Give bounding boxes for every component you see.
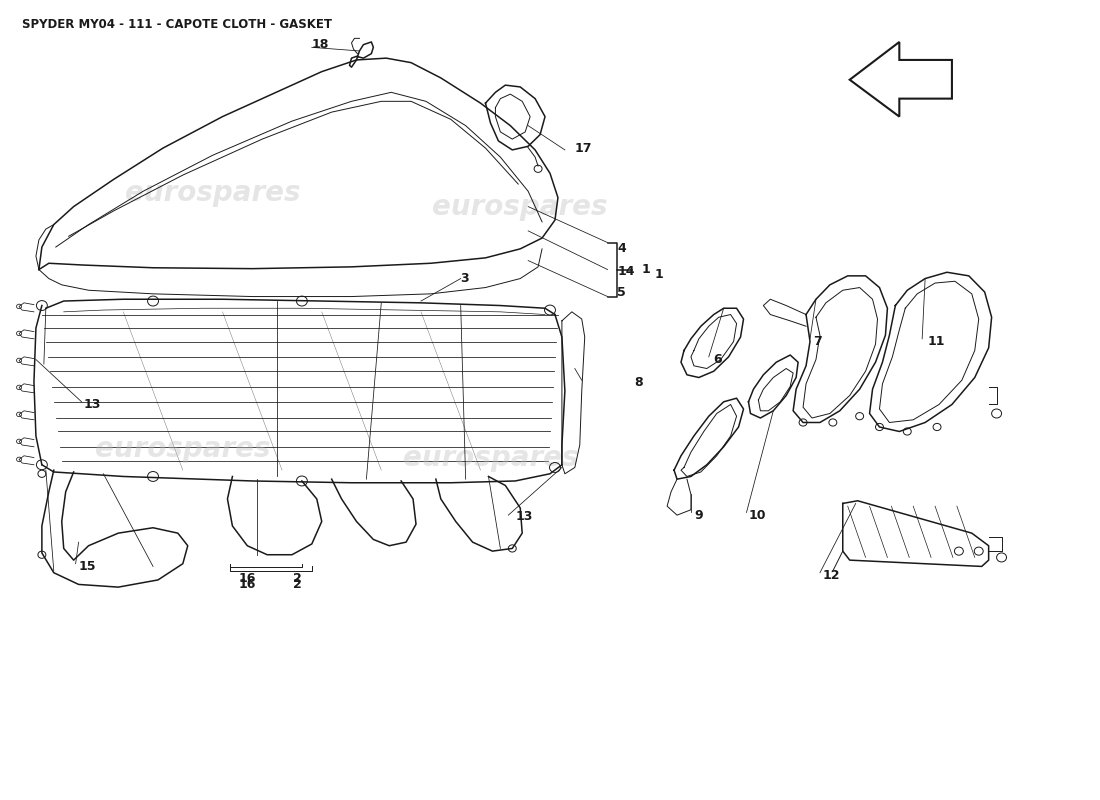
Text: eurospares: eurospares <box>403 445 579 473</box>
Text: eurospares: eurospares <box>432 193 608 221</box>
Text: SPYDER MY04 - 111 - CAPOTE CLOTH - GASKET: SPYDER MY04 - 111 - CAPOTE CLOTH - GASKE… <box>22 18 332 30</box>
Text: 16: 16 <box>239 578 256 591</box>
Text: 9: 9 <box>694 509 703 522</box>
Text: 5: 5 <box>617 286 626 298</box>
Text: 2: 2 <box>293 572 301 585</box>
Text: 17: 17 <box>575 142 592 154</box>
Text: 6: 6 <box>714 353 723 366</box>
Text: 10: 10 <box>748 509 766 522</box>
Text: 11: 11 <box>927 335 945 348</box>
Text: 7: 7 <box>813 335 822 348</box>
Text: 12: 12 <box>823 569 840 582</box>
Text: 16: 16 <box>239 572 256 585</box>
Text: 1: 1 <box>654 267 663 281</box>
Text: 13: 13 <box>84 398 101 411</box>
Polygon shape <box>849 42 952 117</box>
Text: 4: 4 <box>617 242 626 255</box>
Text: 3: 3 <box>461 272 470 285</box>
Text: 1: 1 <box>641 263 650 276</box>
Text: 14: 14 <box>617 265 635 278</box>
Text: 2: 2 <box>293 578 301 591</box>
Text: 15: 15 <box>78 560 96 573</box>
Text: eurospares: eurospares <box>95 435 271 463</box>
Text: 8: 8 <box>635 375 643 389</box>
Text: eurospares: eurospares <box>124 179 300 207</box>
Text: 13: 13 <box>515 510 532 523</box>
Text: 18: 18 <box>311 38 329 51</box>
